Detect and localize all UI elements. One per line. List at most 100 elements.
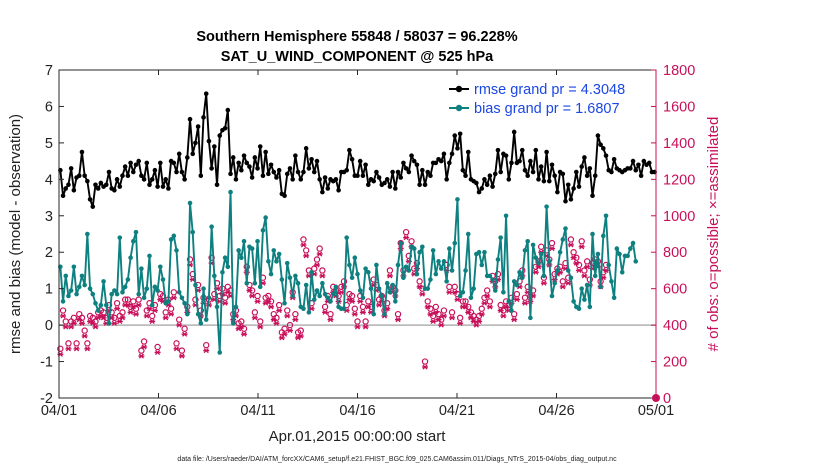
bias-point [249, 246, 255, 251]
x-tick-label: 04/11 [240, 403, 275, 419]
obs-assimilated-point [467, 315, 474, 321]
obs-assimilated-point [241, 331, 248, 337]
obs-assimilated-stroke [503, 304, 509, 310]
obs-possible-point [81, 327, 88, 334]
rmse-point [528, 158, 533, 164]
obs-assimilated-stroke [360, 309, 366, 315]
obs-assimilated-stroke [63, 324, 69, 330]
obs-assimilated-point [570, 255, 577, 261]
bias-point [257, 284, 263, 290]
rmse-point [452, 133, 458, 138]
bias-point [314, 288, 320, 293]
obs-assimilated-point [540, 280, 547, 286]
bias-point [236, 248, 241, 253]
rmse-point [203, 91, 209, 96]
y-tick-label: 1 [45, 282, 53, 298]
obs-possible-point [578, 238, 585, 245]
obs-assimilated-point [603, 267, 610, 274]
rmse-point [490, 184, 495, 189]
bias-point [528, 315, 533, 321]
y-tick-label: 0 [45, 318, 53, 334]
rmse-point [576, 184, 582, 189]
bias-point [114, 291, 120, 297]
obs-assimilated-point [173, 346, 180, 352]
bias-point [536, 260, 541, 266]
y-tick-right-label: 0 [663, 391, 671, 407]
obs-assimilated-point [168, 311, 175, 317]
obs-assimilated-stroke [560, 284, 566, 290]
rmse-point [636, 162, 641, 168]
rmse-point [252, 155, 258, 160]
bias-point [436, 259, 441, 264]
bias-point [117, 235, 123, 240]
bias-point [390, 282, 395, 288]
bias-point [230, 320, 236, 326]
bias-point [222, 255, 228, 260]
obs-assimilated-stroke [125, 302, 131, 308]
obs-assimilated-stroke [300, 242, 307, 248]
rmse-point [517, 158, 522, 164]
obs-assimilated-stroke [327, 317, 334, 323]
rmse-point [560, 171, 566, 177]
bias-point [311, 297, 317, 302]
rmse-point [122, 164, 128, 169]
y-tick-right-label: 600 [663, 282, 687, 298]
obs-assimilated-point [497, 307, 504, 314]
obs-possible-point [427, 305, 434, 312]
obs-assimilated-stroke [517, 284, 523, 290]
bias-point [279, 277, 285, 282]
obs-assimilated-stroke [473, 322, 479, 328]
obs-assimilated-point [422, 364, 429, 370]
obs-assimilated-stroke [354, 324, 361, 330]
obs-possible-point [583, 258, 591, 265]
bias-point [212, 273, 217, 279]
rmse-point [133, 162, 139, 168]
bias-point [414, 271, 420, 277]
rmse-point [403, 166, 409, 171]
rmse-point [568, 197, 574, 202]
bias-point [563, 226, 568, 231]
obs-possible-point [432, 303, 440, 311]
obs-assimilated-stroke [511, 317, 517, 323]
obs-assimilated-point [119, 315, 126, 321]
obs-possible-point [132, 305, 140, 312]
bias-point [519, 275, 525, 281]
bias-point [90, 291, 96, 297]
obs-assimilated-point [254, 298, 261, 304]
obs-assimilated-stroke [452, 289, 458, 295]
obs-possible-point [316, 245, 323, 252]
y-tick-label: 3 [45, 209, 53, 225]
bias-point [185, 311, 190, 317]
obs-assimilated-stroke [60, 313, 66, 319]
obs-assimilated-stroke [471, 318, 477, 325]
obs-possible-point [178, 347, 186, 354]
bias-point [522, 248, 528, 253]
rmse-point [482, 177, 487, 182]
rmse-point [317, 177, 322, 182]
rmse-point [584, 173, 590, 178]
obs-assimilated-point [89, 320, 96, 326]
obs-possible-point [459, 298, 467, 305]
obs-assimilated-stroke [128, 309, 134, 315]
obs-assimilated-stroke [465, 309, 471, 315]
bias-point [455, 197, 460, 202]
bias-point [187, 200, 193, 206]
obs-possible-point [140, 338, 148, 345]
bias-point [330, 291, 336, 297]
obs-assimilated-point [584, 264, 591, 270]
bias-point [460, 290, 466, 295]
rmse-point [503, 153, 509, 158]
rmse-point [395, 169, 401, 175]
rmse-point [185, 155, 190, 160]
y-tick-label: 6 [45, 99, 53, 115]
obs-assimilated-point [565, 280, 572, 286]
obs-assimilated-stroke [179, 353, 185, 359]
bias-point [130, 238, 136, 244]
obs-assimilated-point [178, 353, 185, 359]
obs-assimilated-point [446, 289, 453, 295]
bias-point [606, 262, 612, 268]
obs-possible-point [481, 294, 488, 301]
rmse-point [487, 173, 493, 178]
obs-possible-point [429, 312, 437, 320]
obs-possible-point [162, 309, 169, 316]
